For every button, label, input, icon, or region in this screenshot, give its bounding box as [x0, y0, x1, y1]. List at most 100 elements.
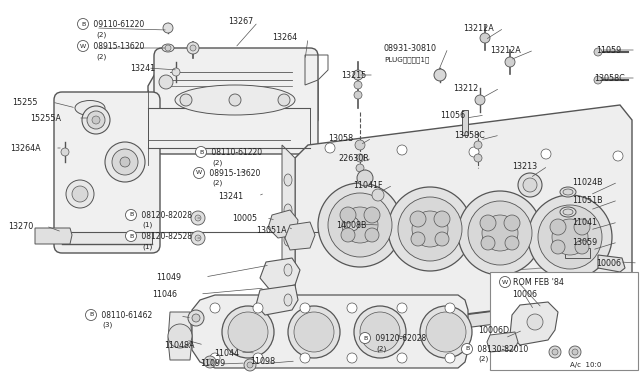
Circle shape	[541, 149, 551, 159]
Text: 11099: 11099	[200, 359, 225, 368]
Ellipse shape	[563, 189, 573, 195]
Circle shape	[328, 193, 392, 257]
Circle shape	[549, 346, 561, 358]
Polygon shape	[285, 222, 315, 250]
Circle shape	[163, 23, 173, 33]
Polygon shape	[168, 312, 192, 360]
Circle shape	[195, 235, 201, 241]
Circle shape	[475, 95, 485, 105]
Circle shape	[356, 154, 364, 162]
Circle shape	[105, 142, 145, 182]
Circle shape	[505, 236, 519, 250]
Polygon shape	[510, 302, 558, 345]
Text: 13212A: 13212A	[463, 24, 493, 33]
Circle shape	[168, 324, 192, 348]
Text: 08120-82528: 08120-82528	[139, 232, 192, 241]
Circle shape	[125, 231, 136, 241]
Text: 11044: 11044	[214, 349, 239, 358]
Circle shape	[120, 157, 130, 167]
Circle shape	[77, 19, 88, 29]
Circle shape	[247, 362, 253, 368]
Ellipse shape	[175, 85, 295, 115]
Circle shape	[426, 312, 466, 352]
Ellipse shape	[284, 204, 292, 216]
Circle shape	[360, 333, 371, 343]
Circle shape	[435, 232, 449, 246]
Text: B: B	[129, 234, 133, 238]
Text: 10005: 10005	[232, 214, 257, 223]
Circle shape	[504, 215, 520, 231]
Text: 08915-13620: 08915-13620	[91, 42, 145, 51]
Circle shape	[594, 76, 602, 84]
Circle shape	[388, 187, 472, 271]
Circle shape	[575, 240, 589, 254]
Circle shape	[355, 140, 365, 150]
Circle shape	[125, 209, 136, 221]
Circle shape	[340, 207, 356, 223]
Text: (2): (2)	[96, 31, 106, 38]
Polygon shape	[295, 295, 620, 348]
Circle shape	[354, 81, 362, 89]
Ellipse shape	[560, 187, 576, 197]
Circle shape	[347, 303, 357, 313]
Circle shape	[354, 306, 406, 358]
Text: 13241: 13241	[218, 192, 243, 201]
Circle shape	[159, 75, 173, 89]
Circle shape	[210, 353, 220, 363]
Circle shape	[278, 94, 290, 106]
Ellipse shape	[563, 209, 573, 215]
Polygon shape	[268, 210, 298, 238]
Text: 11059: 11059	[596, 46, 621, 55]
Circle shape	[193, 167, 205, 179]
Circle shape	[505, 57, 515, 67]
Polygon shape	[62, 232, 152, 244]
FancyBboxPatch shape	[54, 92, 160, 253]
Polygon shape	[148, 108, 310, 148]
Text: 13264A: 13264A	[10, 144, 40, 153]
Text: B: B	[199, 150, 203, 154]
Text: 13264: 13264	[272, 33, 297, 42]
Text: (1): (1)	[142, 222, 152, 228]
Circle shape	[195, 215, 201, 221]
Text: W: W	[502, 279, 508, 285]
Circle shape	[300, 353, 310, 363]
Circle shape	[613, 151, 623, 161]
Text: W: W	[196, 170, 202, 176]
Polygon shape	[282, 145, 295, 335]
Circle shape	[222, 306, 274, 358]
Ellipse shape	[284, 264, 292, 276]
Circle shape	[458, 191, 542, 275]
Ellipse shape	[560, 207, 576, 217]
Circle shape	[481, 236, 495, 250]
FancyBboxPatch shape	[154, 48, 318, 154]
Circle shape	[499, 276, 511, 288]
Circle shape	[397, 303, 407, 313]
Text: 13213: 13213	[512, 162, 537, 171]
Circle shape	[253, 353, 263, 363]
Circle shape	[165, 45, 171, 51]
Circle shape	[342, 207, 378, 243]
Text: 09110-61220: 09110-61220	[91, 20, 144, 29]
Bar	[462, 110, 468, 135]
Ellipse shape	[561, 230, 575, 238]
Text: (3): (3)	[102, 322, 112, 328]
Circle shape	[195, 147, 207, 157]
Text: 13241: 13241	[130, 64, 155, 73]
Circle shape	[180, 94, 192, 106]
Circle shape	[372, 189, 384, 201]
Circle shape	[345, 217, 359, 231]
Circle shape	[552, 219, 588, 255]
Text: ROM FEB '84: ROM FEB '84	[513, 278, 564, 287]
Text: 11049: 11049	[156, 273, 181, 282]
Circle shape	[207, 359, 213, 365]
Text: 11048A: 11048A	[164, 341, 195, 350]
Circle shape	[434, 211, 450, 227]
Circle shape	[228, 312, 268, 352]
Circle shape	[92, 116, 100, 124]
Circle shape	[474, 141, 482, 149]
Text: B: B	[363, 336, 367, 340]
Circle shape	[364, 207, 380, 223]
Text: 13058C: 13058C	[594, 74, 625, 83]
Circle shape	[360, 312, 400, 352]
Polygon shape	[260, 258, 300, 290]
